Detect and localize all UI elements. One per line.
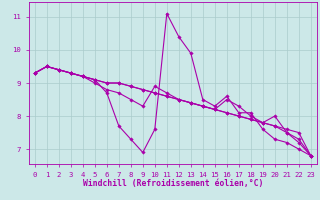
X-axis label: Windchill (Refroidissement éolien,°C): Windchill (Refroidissement éolien,°C) bbox=[83, 179, 263, 188]
